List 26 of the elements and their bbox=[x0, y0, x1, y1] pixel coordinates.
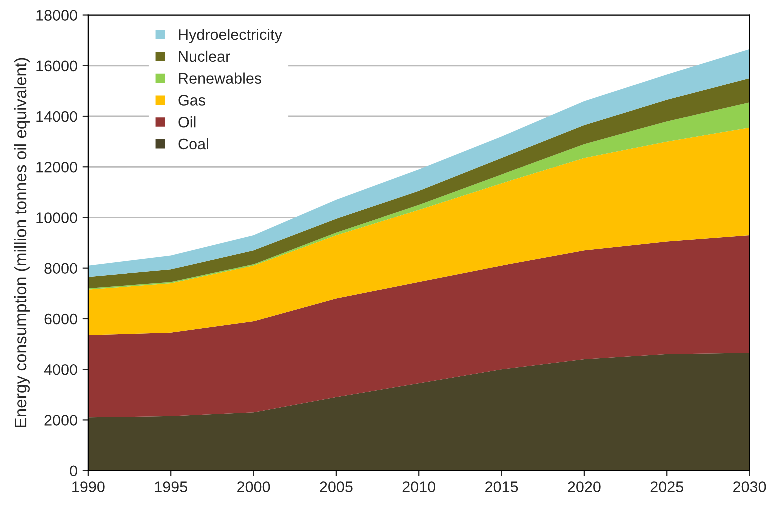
legend-label: Hydroelectricity bbox=[179, 29, 282, 44]
y-tick-label: 12000 bbox=[36, 162, 78, 173]
y-tick-label: 18000 bbox=[36, 10, 78, 21]
y-tick-label: 14000 bbox=[36, 111, 78, 122]
legend-label: Nuclear bbox=[179, 50, 230, 62]
legend-label: Renewables bbox=[179, 72, 262, 84]
y-axis-title: Energy consumption (million tonnes oil equivalent) bbox=[14, 58, 30, 428]
y-tick-label: 8000 bbox=[44, 263, 78, 274]
legend-label: Gas bbox=[178, 95, 206, 106]
y-tick-label: 6000 bbox=[44, 314, 78, 325]
x-tick-label: 1995 bbox=[155, 482, 188, 492]
x-tick-label: 2005 bbox=[320, 482, 353, 492]
x-tick-label: 2000 bbox=[238, 482, 270, 492]
y-tick-label: 10000 bbox=[36, 212, 78, 224]
y-tick-label: 16000 bbox=[36, 60, 78, 72]
y-tick-label: 2000 bbox=[44, 415, 78, 426]
x-tick-label: 1990 bbox=[72, 482, 105, 492]
legend-label: Coal bbox=[178, 138, 208, 150]
y-tick-label: 4000 bbox=[44, 364, 78, 376]
x-tick-label: 2020 bbox=[568, 482, 601, 492]
x-tick-label: 2015 bbox=[486, 482, 518, 492]
y-tick-label: 0 bbox=[70, 466, 78, 477]
x-tick-label: 2030 bbox=[734, 482, 766, 492]
legend-label: Oil bbox=[178, 116, 196, 128]
x-tick-label: 2010 bbox=[402, 482, 436, 492]
x-tick-label: 2025 bbox=[650, 482, 684, 492]
